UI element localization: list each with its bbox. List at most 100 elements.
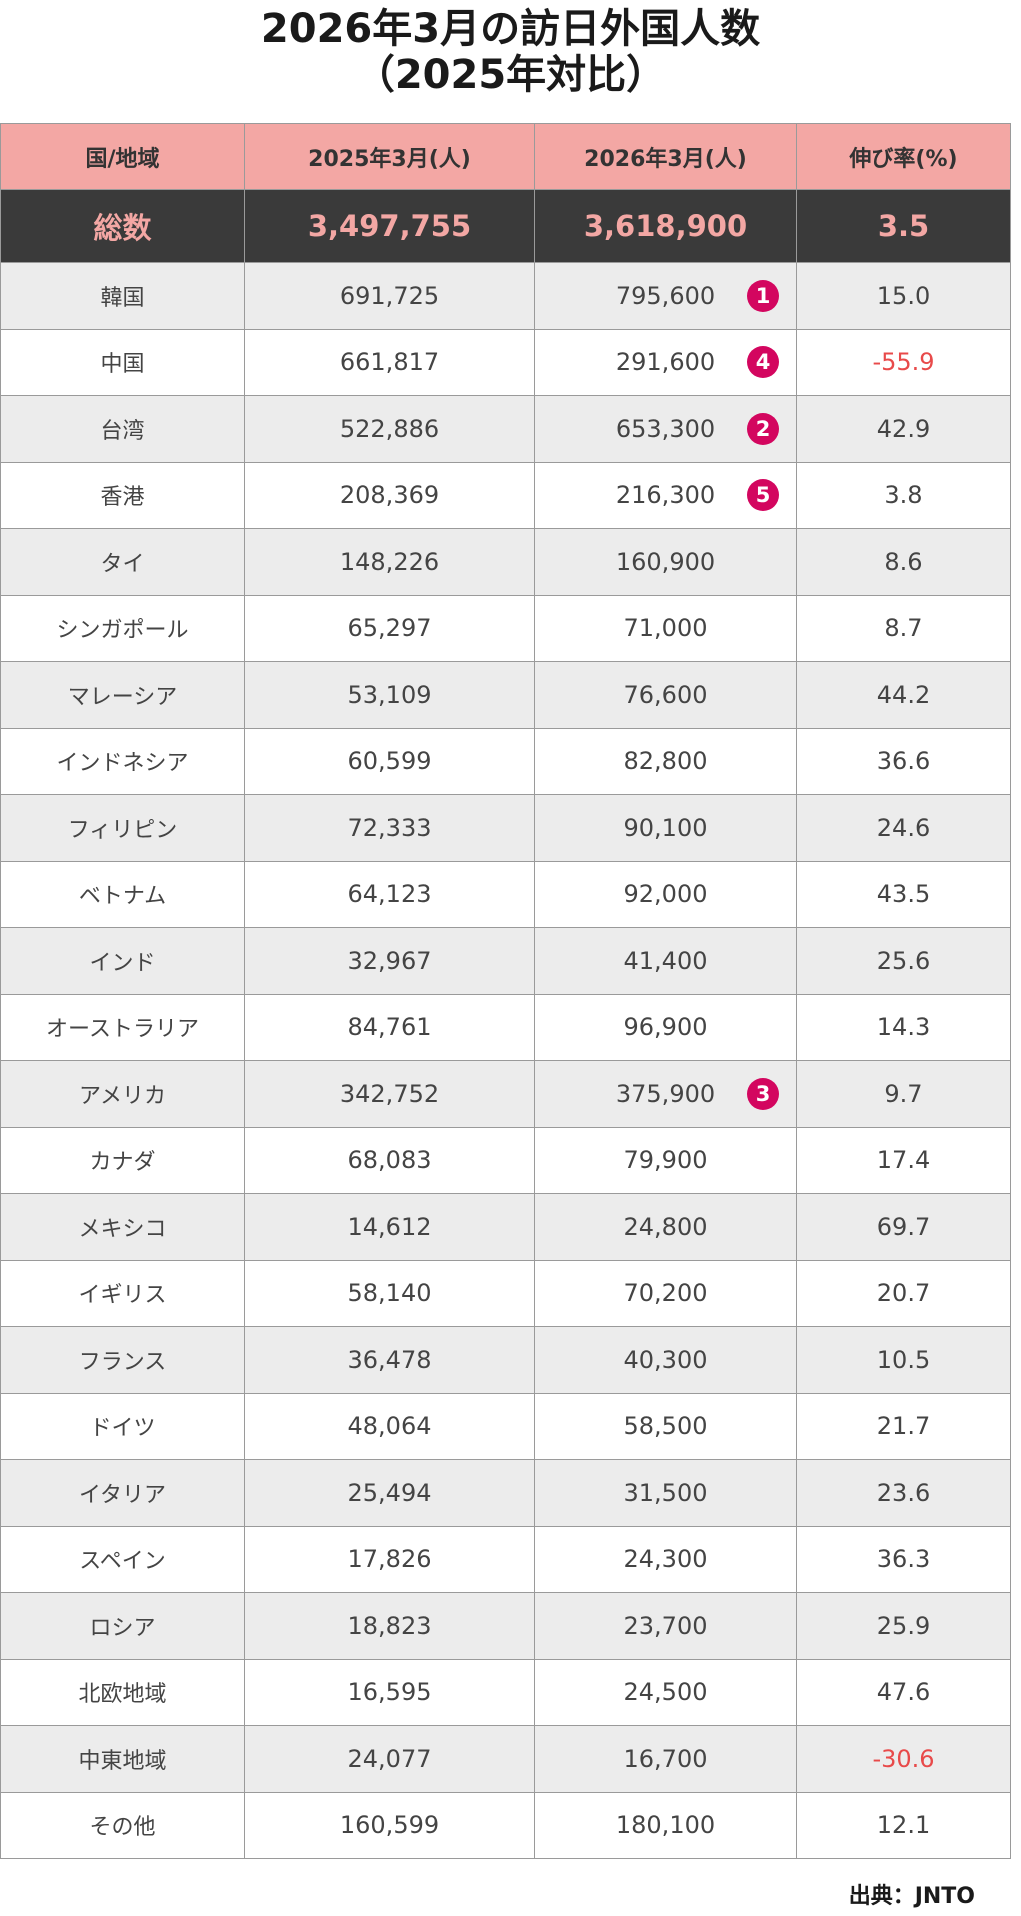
value-2025: 522,886 <box>244 395 535 463</box>
table-row: オーストラリア 84,761 96,900 14.3 <box>0 993 1011 1061</box>
region-name: 台湾 <box>0 395 245 463</box>
growth-rate: 8.6 <box>796 528 1011 596</box>
region-name: イギリス <box>0 1259 245 1327</box>
value-2026-number: 216,300 <box>615 481 716 510</box>
table-row: フランス 36,478 40,300 10.5 <box>0 1326 1011 1394</box>
region-name: インドネシア <box>0 727 245 795</box>
total-growth: 3.5 <box>796 189 1011 263</box>
table-row: 韓国 691,725 795,600 1 15.0 <box>0 262 1011 330</box>
growth-rate: 47.6 <box>796 1658 1011 1726</box>
region-name: フィリピン <box>0 794 245 862</box>
growth-rate: 43.5 <box>796 860 1011 928</box>
value-2025: 691,725 <box>244 262 535 330</box>
region-name: 北欧地域 <box>0 1658 245 1726</box>
value-2025: 208,369 <box>244 461 535 529</box>
value-2026: 795,600 1 <box>534 262 797 330</box>
region-name: ベトナム <box>0 860 245 928</box>
value-2026: 24,500 <box>534 1658 797 1726</box>
value-2025: 68,083 <box>244 1126 535 1194</box>
growth-rate: -55.9 <box>796 328 1011 396</box>
growth-rate: 24.6 <box>796 794 1011 862</box>
region-name: その他 <box>0 1791 245 1859</box>
value-2026: 216,300 5 <box>534 461 797 529</box>
value-2025: 32,967 <box>244 927 535 995</box>
value-2025: 53,109 <box>244 661 535 729</box>
table-row: 香港 208,369 216,300 5 3.8 <box>0 461 1011 529</box>
table-row: イギリス 58,140 70,200 20.7 <box>0 1259 1011 1327</box>
value-2026: 24,800 <box>534 1193 797 1261</box>
value-2026-number: 375,900 <box>615 1079 716 1108</box>
table-row: ドイツ 48,064 58,500 21.7 <box>0 1392 1011 1460</box>
growth-rate: 9.7 <box>796 1060 1011 1128</box>
total-label: 総数 <box>0 189 245 263</box>
value-2025: 18,823 <box>244 1592 535 1660</box>
table-row: インド 32,967 41,400 25.6 <box>0 927 1011 995</box>
table-row: アメリカ 342,752 375,900 3 9.7 <box>0 1060 1011 1128</box>
region-name: 中国 <box>0 328 245 396</box>
value-2025: 16,595 <box>244 1658 535 1726</box>
region-name: 香港 <box>0 461 245 529</box>
growth-rate: 69.7 <box>796 1193 1011 1261</box>
value-2026: 90,100 <box>534 794 797 862</box>
value-2026-number: 41,400 <box>623 946 708 975</box>
value-2026-number: 76,600 <box>623 680 708 709</box>
value-2025: 148,226 <box>244 528 535 596</box>
growth-rate: 21.7 <box>796 1392 1011 1460</box>
value-2025: 36,478 <box>244 1326 535 1394</box>
growth-rate: 42.9 <box>796 395 1011 463</box>
title-line-2: （2025年対比） <box>354 52 667 98</box>
header-2025: 2025年3月(人) <box>244 123 535 190</box>
value-2026-number: 70,200 <box>623 1279 708 1308</box>
growth-rate: 10.5 <box>796 1326 1011 1394</box>
value-2026: 40,300 <box>534 1326 797 1394</box>
value-2025: 25,494 <box>244 1459 535 1527</box>
table-row: タイ 148,226 160,900 8.6 <box>0 528 1011 596</box>
value-2026: 71,000 <box>534 594 797 662</box>
growth-rate: 20.7 <box>796 1259 1011 1327</box>
value-2026: 16,700 <box>534 1725 797 1793</box>
table-row: フィリピン 72,333 90,100 24.6 <box>0 794 1011 862</box>
region-name: ロシア <box>0 1592 245 1660</box>
table-row: スペイン 17,826 24,300 36.3 <box>0 1525 1011 1593</box>
header-growth: 伸び率(%) <box>796 123 1011 190</box>
value-2026: 76,600 <box>534 661 797 729</box>
growth-rate: 23.6 <box>796 1459 1011 1527</box>
header-row: 国/地域 2025年3月(人) 2026年3月(人) 伸び率(%) <box>0 123 1011 190</box>
value-2026-number: 58,500 <box>623 1412 708 1441</box>
value-2025: 64,123 <box>244 860 535 928</box>
growth-rate: 14.3 <box>796 993 1011 1061</box>
value-2026: 96,900 <box>534 993 797 1061</box>
value-2025: 17,826 <box>244 1525 535 1593</box>
growth-rate: 36.6 <box>796 727 1011 795</box>
value-2026: 70,200 <box>534 1259 797 1327</box>
growth-rate: 25.6 <box>796 927 1011 995</box>
region-name: タイ <box>0 528 245 596</box>
region-name: ドイツ <box>0 1392 245 1460</box>
table-row: 中東地域 24,077 16,700 -30.6 <box>0 1725 1011 1793</box>
table-row: メキシコ 14,612 24,800 69.7 <box>0 1193 1011 1261</box>
value-2025: 160,599 <box>244 1791 535 1859</box>
table-row: インドネシア 60,599 82,800 36.6 <box>0 727 1011 795</box>
value-2026-number: 24,800 <box>623 1212 708 1241</box>
value-2026-number: 653,300 <box>615 414 716 443</box>
region-name: 中東地域 <box>0 1725 245 1793</box>
value-2026-number: 92,000 <box>623 880 708 909</box>
table-row: シンガポール 65,297 71,000 8.7 <box>0 594 1011 662</box>
growth-rate: 8.7 <box>796 594 1011 662</box>
value-2026: 41,400 <box>534 927 797 995</box>
title-line-1: 2026年3月の訪日外国人数 <box>260 6 761 52</box>
value-2025: 84,761 <box>244 993 535 1061</box>
header-2026: 2026年3月(人) <box>534 123 797 190</box>
value-2026: 24,300 <box>534 1525 797 1593</box>
value-2026-number: 71,000 <box>623 614 708 643</box>
value-2026-number: 31,500 <box>623 1478 708 1507</box>
region-name: アメリカ <box>0 1060 245 1128</box>
value-2026-number: 40,300 <box>623 1345 708 1374</box>
value-2026-number: 16,700 <box>623 1744 708 1773</box>
source-note: 出典：JNTO <box>848 1884 975 1909</box>
table-row: ベトナム 64,123 92,000 43.5 <box>0 860 1011 928</box>
region-name: フランス <box>0 1326 245 1394</box>
region-name: イタリア <box>0 1459 245 1527</box>
region-name: シンガポール <box>0 594 245 662</box>
value-2026: 160,900 <box>534 528 797 596</box>
